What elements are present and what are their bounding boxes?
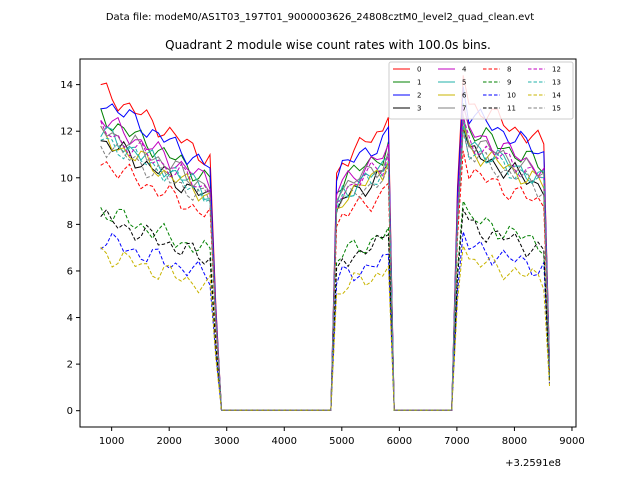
legend-label-1: 1 (417, 79, 421, 87)
x-tick-label: 7000 (444, 436, 469, 447)
y-tick-label: 2 (67, 360, 73, 371)
legend-label-2: 2 (417, 92, 421, 100)
legend-label-14: 14 (552, 92, 561, 100)
x-tick-label: 2000 (156, 436, 181, 447)
series-line-8 (100, 150, 550, 411)
suptitle: Data file: modeM0/AS1T03_197T01_90000036… (106, 12, 534, 23)
y-tick-label: 8 (67, 220, 73, 231)
series-line-13 (100, 125, 550, 411)
legend-box (388, 61, 574, 120)
series-line-3 (100, 128, 550, 411)
plot-area (79, 58, 577, 428)
chart-title: Quadrant 2 module wise count rates with … (165, 38, 491, 52)
legend-label-7: 7 (462, 105, 466, 113)
series-line-1 (100, 103, 550, 411)
series-line-4 (100, 105, 550, 411)
legend-label-11: 11 (507, 105, 516, 113)
legend-label-13: 13 (552, 79, 561, 87)
legend-label-15: 15 (552, 105, 561, 113)
y-tick-label: 10 (60, 173, 73, 184)
x-tick-label: 4000 (272, 436, 297, 447)
series-line-11 (100, 207, 550, 411)
y-tick-label: 6 (67, 266, 73, 277)
legend-label-5: 5 (462, 79, 466, 87)
y-tick-label: 14 (60, 80, 73, 91)
x-tick-label: 5000 (329, 436, 354, 447)
x-tick-label: 8000 (502, 436, 527, 447)
x-tick-label: 1000 (99, 436, 124, 447)
legend-label-9: 9 (507, 79, 511, 87)
x-tick-label: 6000 (387, 436, 412, 447)
series-line-7 (100, 114, 550, 411)
series-line-14 (100, 243, 550, 411)
x-tick-label: 3000 (214, 436, 239, 447)
legend-label-8: 8 (507, 66, 511, 74)
series-line-6 (100, 125, 550, 411)
series-line-9 (100, 199, 550, 411)
legend-label-4: 4 (462, 66, 467, 74)
axes-frame (79, 58, 577, 428)
legend-label-3: 3 (417, 105, 421, 113)
series-line-2 (100, 86, 550, 411)
y-tick-label: 12 (60, 127, 73, 138)
legend-label-0: 0 (417, 66, 421, 74)
legend-label-10: 10 (507, 92, 516, 100)
x-offset-label: +3.2591e8 (505, 458, 561, 469)
series-line-12 (100, 117, 550, 411)
legend-label-12: 12 (552, 66, 561, 74)
legend-label-6: 6 (462, 92, 467, 100)
series-line-10 (100, 231, 550, 411)
y-tick-label: 4 (67, 313, 73, 324)
series-line-15 (100, 131, 550, 411)
y-tick-label: 0 (67, 406, 73, 417)
axis-ticks: 1000 2000 3000 4000 5000 6000 7000 8000 9000 0 2 4 6… (60, 80, 584, 447)
x-tick-label: 9000 (559, 436, 584, 447)
